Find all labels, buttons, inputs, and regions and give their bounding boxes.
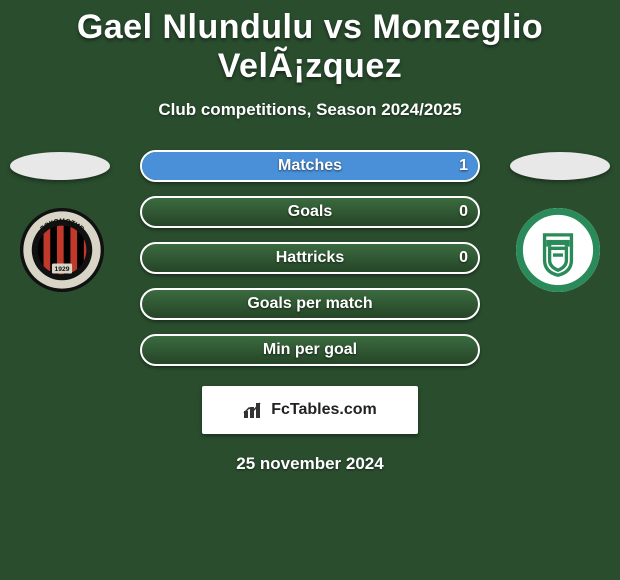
stat-bars: Matches 1 Goals 0 Hattricks 0 Goals per match M… [140,150,480,366]
stat-bar: Min per goal [140,334,480,366]
brand-box: FcTables.com [202,386,418,434]
bar-label: Goals [288,203,332,221]
date-text: 25 november 2024 [0,454,620,474]
bar-label: Hattricks [276,249,344,267]
bar-value-right: 0 [459,203,468,221]
stat-bar: Hattricks 0 [140,242,480,274]
bar-value-right: 1 [459,157,468,175]
brand-chart-icon [243,401,265,419]
subtitle: Club competitions, Season 2024/2025 [0,100,620,120]
club-badge-right: БЕРОЕ [516,208,600,292]
player-photo-right [510,152,610,180]
comparison-area: ЛОКОМОТИВ СОФИЯ 1929 БЕРОЕ Matches 1 Goals… [0,150,620,366]
bar-label: Min per goal [263,341,357,359]
svg-text:1929: 1929 [55,266,70,273]
stat-bar: Goals 0 [140,196,480,228]
stat-bar: Goals per match [140,288,480,320]
page-title: Gael Nlundulu vs Monzeglio VelÃ¡zquez [0,0,620,86]
bar-value-right: 0 [459,249,468,267]
bar-label: Matches [278,157,342,175]
bar-label: Goals per match [247,295,372,313]
player-photo-left [10,152,110,180]
club-badge-left: ЛОКОМОТИВ СОФИЯ 1929 [20,208,104,292]
brand-text: FcTables.com [271,401,377,419]
stat-bar: Matches 1 [140,150,480,182]
